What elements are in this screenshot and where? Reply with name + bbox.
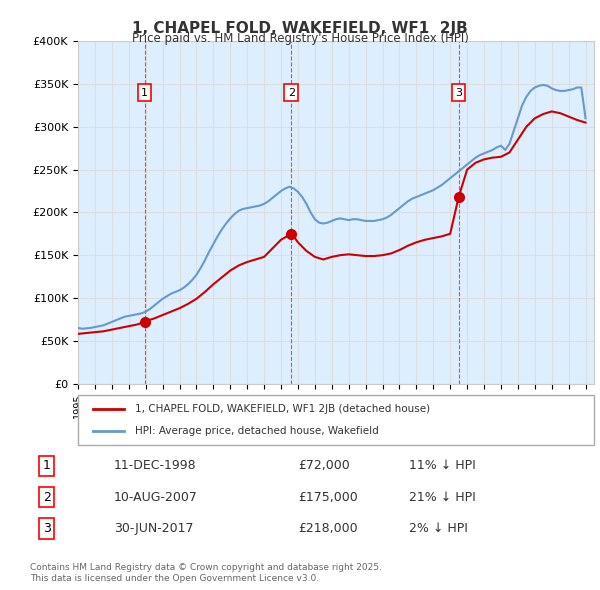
Text: 3: 3 xyxy=(455,88,462,97)
Text: 1: 1 xyxy=(43,460,50,473)
Text: 2: 2 xyxy=(288,88,295,97)
Text: 2% ↓ HPI: 2% ↓ HPI xyxy=(409,522,469,535)
Text: Contains HM Land Registry data © Crown copyright and database right 2025.
This d: Contains HM Land Registry data © Crown c… xyxy=(30,563,382,583)
FancyBboxPatch shape xyxy=(78,395,594,445)
Text: 1, CHAPEL FOLD, WAKEFIELD, WF1 2JB (detached house): 1, CHAPEL FOLD, WAKEFIELD, WF1 2JB (deta… xyxy=(135,404,430,414)
Text: 11-DEC-1998: 11-DEC-1998 xyxy=(114,460,196,473)
Text: Price paid vs. HM Land Registry's House Price Index (HPI): Price paid vs. HM Land Registry's House … xyxy=(131,32,469,45)
Text: £218,000: £218,000 xyxy=(298,522,358,535)
Text: 21% ↓ HPI: 21% ↓ HPI xyxy=(409,491,476,504)
Text: 11% ↓ HPI: 11% ↓ HPI xyxy=(409,460,476,473)
Text: 1, CHAPEL FOLD, WAKEFIELD, WF1  2JB: 1, CHAPEL FOLD, WAKEFIELD, WF1 2JB xyxy=(132,21,468,35)
Text: 1: 1 xyxy=(141,88,148,97)
Text: HPI: Average price, detached house, Wakefield: HPI: Average price, detached house, Wake… xyxy=(135,427,379,437)
Text: £72,000: £72,000 xyxy=(298,460,350,473)
Text: £175,000: £175,000 xyxy=(298,491,358,504)
Text: 30-JUN-2017: 30-JUN-2017 xyxy=(114,522,193,535)
Text: 10-AUG-2007: 10-AUG-2007 xyxy=(114,491,197,504)
Text: 3: 3 xyxy=(43,522,50,535)
Text: 2: 2 xyxy=(43,491,50,504)
